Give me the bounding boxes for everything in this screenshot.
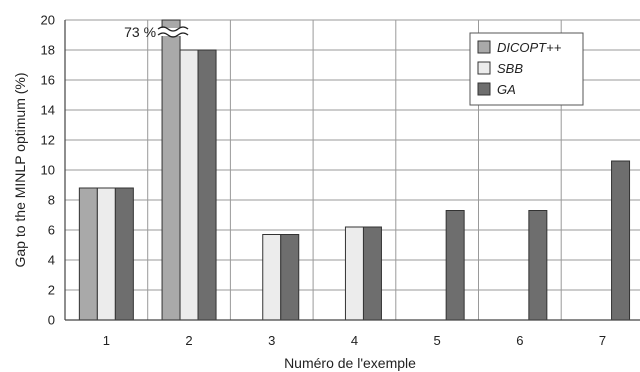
x-axis-title: Numéro de l'exemple [284, 355, 416, 371]
legend-swatch-ga [477, 82, 491, 96]
legend-label-ga: GA [497, 82, 516, 97]
y-tick-label: 10 [41, 163, 55, 178]
bar-sbb-1 [96, 187, 116, 321]
x-tick-label: 2 [185, 333, 192, 348]
bar-sbb-3 [262, 234, 282, 321]
bar-ga-7 [611, 160, 631, 321]
y-tick-label: 20 [41, 13, 55, 28]
break-marker [157, 26, 189, 38]
x-tick-label: 3 [268, 333, 275, 348]
grid-lines [65, 19, 640, 321]
y-tick-label: 14 [41, 103, 55, 118]
y-tick-labels: 0 2 4 6 8 10 12 14 16 18 20 [41, 13, 55, 328]
legend: DICOPT++ SBB GA [469, 32, 584, 106]
y-tick-label: 0 [48, 313, 55, 328]
x-tick-label: 4 [351, 333, 358, 348]
legend-label-dicopt: DICOPT++ [497, 40, 562, 55]
x-tick-labels: 1 2 3 4 5 6 7 [103, 333, 606, 348]
y-tick-label: 18 [41, 43, 55, 58]
break-line [157, 32, 189, 38]
x-tick-label: 1 [103, 333, 110, 348]
x-tick-label: 6 [516, 333, 523, 348]
bar-sbb-2 [179, 49, 199, 321]
bar-ga-2 [197, 49, 217, 321]
bar-ga-6 [528, 210, 548, 321]
bar-ga-4 [362, 226, 382, 321]
annotation-label: 73 % [124, 24, 156, 40]
y-tick-label: 6 [48, 223, 55, 238]
bar-dicopt-1 [78, 187, 98, 321]
bar-ga-1 [114, 187, 134, 321]
y-tick-label: 12 [41, 133, 55, 148]
legend-swatch-dicopt [477, 40, 491, 54]
break-gap [160, 28, 189, 36]
bar-sbb-4 [344, 226, 364, 321]
bar-ga-5 [445, 210, 465, 321]
legend-swatch-sbb [477, 61, 491, 75]
y-tick-label: 2 [48, 283, 55, 298]
y-tick-label: 4 [48, 253, 55, 268]
break-line [157, 26, 189, 32]
x-tick-label: 7 [599, 333, 606, 348]
y-tick-label: 16 [41, 73, 55, 88]
axes [64, 20, 640, 321]
annotations: 73 % [124, 24, 189, 40]
bar-ga-3 [280, 234, 300, 321]
y-axis-title: Gap to the MINLP optimum (%) [12, 72, 28, 267]
bar-dicopt-2 [161, 19, 181, 321]
legend-label-sbb: SBB [497, 61, 523, 76]
y-tick-label: 8 [48, 193, 55, 208]
x-tick-label: 5 [434, 333, 441, 348]
